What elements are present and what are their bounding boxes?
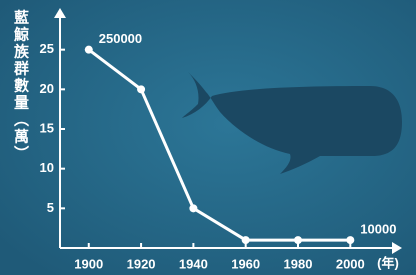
data-point [85,46,93,54]
y-tick-label: 20 [40,81,54,96]
data-point [346,236,354,244]
page: {"chart_data": {"type": "line", "y_label… [0,0,416,275]
y-tick-label: 15 [40,120,54,135]
chart: 藍鯨族群數量（萬） (年) 5 10 15 20 25 1900 1920 1940 1960 1… [0,0,416,275]
x-tick-label: 1900 [74,256,103,271]
x-tick-label: 2000 [336,256,365,271]
x-tick-label: 1940 [179,256,208,271]
data-point [294,236,302,244]
value-label: 10000 [360,222,396,237]
value-label: 250000 [99,31,142,46]
y-tick-label: 25 [40,41,54,56]
y-tick-label: 5 [47,200,54,215]
x-tick-label: 1920 [127,256,156,271]
y-axis-label: 藍鯨族群數量（萬） [12,9,30,163]
y-tick-label: 10 [40,160,54,175]
x-tick-label: 1960 [231,256,260,271]
data-point [242,236,250,244]
x-tick-label: 1980 [284,256,313,271]
data-point [137,85,145,93]
data-point [189,204,197,212]
x-axis-label: (年) [377,255,399,270]
